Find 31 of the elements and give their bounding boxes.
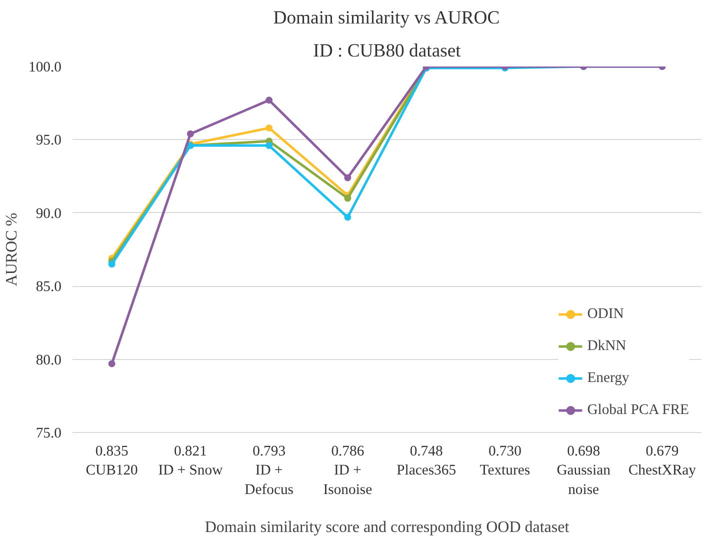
x-tick-label: 0.730 Textures <box>480 444 530 479</box>
legend-label: Energy <box>587 370 630 386</box>
y-tick-label: 75.0 <box>36 426 62 442</box>
point <box>266 142 273 150</box>
point <box>108 360 116 368</box>
legend-label: DkNN <box>587 338 626 354</box>
point <box>186 130 194 138</box>
point <box>266 124 273 132</box>
chart-title: Domain similarity vs AUROC <box>273 8 500 28</box>
y-tick-label: 85.0 <box>36 279 62 296</box>
x-tick-label: 0.698 Gaussian noise <box>556 444 612 498</box>
x-tick-label: 0.793 ID + Defocus <box>244 444 294 498</box>
x-tick-label: 0.786 ID + Isonoise <box>323 444 372 498</box>
legend-label: Global PCA FRE <box>587 402 689 418</box>
point <box>266 96 273 104</box>
chart-subtitle: ID : CUB80 dataset <box>313 40 462 62</box>
point <box>344 194 352 202</box>
legend-label: ODIN <box>587 306 624 322</box>
y-tick-label: 100.0 <box>28 60 62 76</box>
y-tick-label: 95.0 <box>36 132 62 149</box>
point <box>344 174 352 182</box>
point <box>108 260 116 268</box>
x-tick-label: 0.835 CUB120 <box>86 444 138 479</box>
x-tick-label: 0.748 Places365 <box>396 444 456 479</box>
point <box>344 214 352 221</box>
x-tick-label: 0.821 ID + Snow <box>158 444 224 479</box>
y-tick-label: 80.0 <box>36 352 62 368</box>
y-axis-title: AUROC % <box>4 212 21 286</box>
x-axis-title: Domain similarity score and corresponding OOD dataset <box>204 518 570 536</box>
x-tick-label: 0.679 ChestXRay <box>628 444 697 479</box>
y-tick-label: 90.0 <box>36 206 62 222</box>
